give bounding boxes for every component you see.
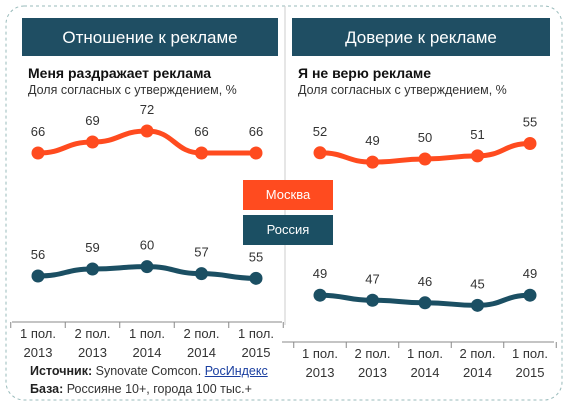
point xyxy=(140,260,154,274)
x-tick-label: 1 пол. 2013 xyxy=(301,346,339,380)
point xyxy=(140,124,154,138)
data-label: 50 xyxy=(418,130,432,145)
x-tick-label: 2 пол. 2013 xyxy=(74,326,111,360)
point xyxy=(523,137,537,150)
data-label: 59 xyxy=(85,240,99,255)
point xyxy=(366,155,379,169)
x-tick-label: 2 пол. 2014 xyxy=(183,326,220,360)
data-label: 49 xyxy=(365,133,379,148)
source: Источник: Synovate Comcon. РосИндекс xyxy=(30,364,268,378)
data-label: 55 xyxy=(249,249,263,264)
point xyxy=(418,296,432,310)
base-text: Россияне 10+, города 100 тыс.+ xyxy=(66,382,252,396)
data-label: 66 xyxy=(31,124,45,139)
note: Доля согласных с утверждением, % xyxy=(298,83,507,97)
data-label: 60 xyxy=(140,238,154,253)
point xyxy=(249,146,263,160)
panel-header xyxy=(22,18,278,56)
subtitle: Я не верю рекламе xyxy=(298,65,431,81)
data-label: 49 xyxy=(313,266,327,281)
point xyxy=(195,267,208,281)
x-tick-label: 2 пол. 2014 xyxy=(459,346,496,380)
frame xyxy=(5,5,563,401)
data-label: 66 xyxy=(249,124,263,139)
point xyxy=(523,288,537,302)
point xyxy=(366,293,379,307)
point xyxy=(86,135,99,149)
point xyxy=(249,271,263,285)
point xyxy=(86,262,99,276)
panel-title: Отношение к рекламе xyxy=(62,28,237,47)
panel-header xyxy=(292,18,550,56)
x-tick-label: 1 пол. 2015 xyxy=(237,326,275,360)
data-label: 51 xyxy=(470,127,484,142)
x-tick-label: 2 пол. 2013 xyxy=(354,346,391,380)
data-label: 56 xyxy=(31,247,45,262)
x-tick-label: 1 пол. 2015 xyxy=(511,346,549,380)
data-label: 46 xyxy=(418,274,432,289)
point xyxy=(471,149,484,163)
legend-swatch xyxy=(243,215,333,245)
legend-label: Россия xyxy=(267,222,310,237)
point xyxy=(471,298,484,312)
data-label: 52 xyxy=(313,124,327,139)
data-label: 69 xyxy=(85,113,99,128)
data-label: 72 xyxy=(140,102,154,117)
source-label: Источник: xyxy=(30,364,93,378)
data-label: 45 xyxy=(470,276,484,291)
point xyxy=(31,269,45,283)
source-text: Synovate Comcon. xyxy=(95,364,202,378)
data-label: 49 xyxy=(523,266,537,281)
panel-title: Доверие к рекламе xyxy=(345,28,497,47)
base-label: База: xyxy=(30,382,64,396)
legend-label: Москва xyxy=(266,187,311,202)
source-link[interactable]: РосИндекс xyxy=(204,364,268,378)
note: Доля согласных с утверждением, % xyxy=(28,83,237,97)
base: База: Россияне 10+, города 100 тыс.+ xyxy=(30,382,252,396)
x-tick-label: 1 пол. 2014 xyxy=(128,326,166,360)
data-label: 66 xyxy=(194,124,208,139)
point xyxy=(31,146,45,160)
subtitle: Меня раздражает реклама xyxy=(28,65,211,81)
point xyxy=(313,288,327,302)
x-tick-label: 1 пол. 2014 xyxy=(406,346,444,380)
legend-swatch xyxy=(243,180,333,210)
point xyxy=(418,152,432,166)
data-label: 57 xyxy=(194,245,208,260)
point xyxy=(313,146,327,160)
point xyxy=(195,146,208,160)
data-label: 47 xyxy=(365,271,379,286)
data-label: 55 xyxy=(523,115,537,130)
x-tick-label: 1 пол. 2013 xyxy=(19,326,57,360)
